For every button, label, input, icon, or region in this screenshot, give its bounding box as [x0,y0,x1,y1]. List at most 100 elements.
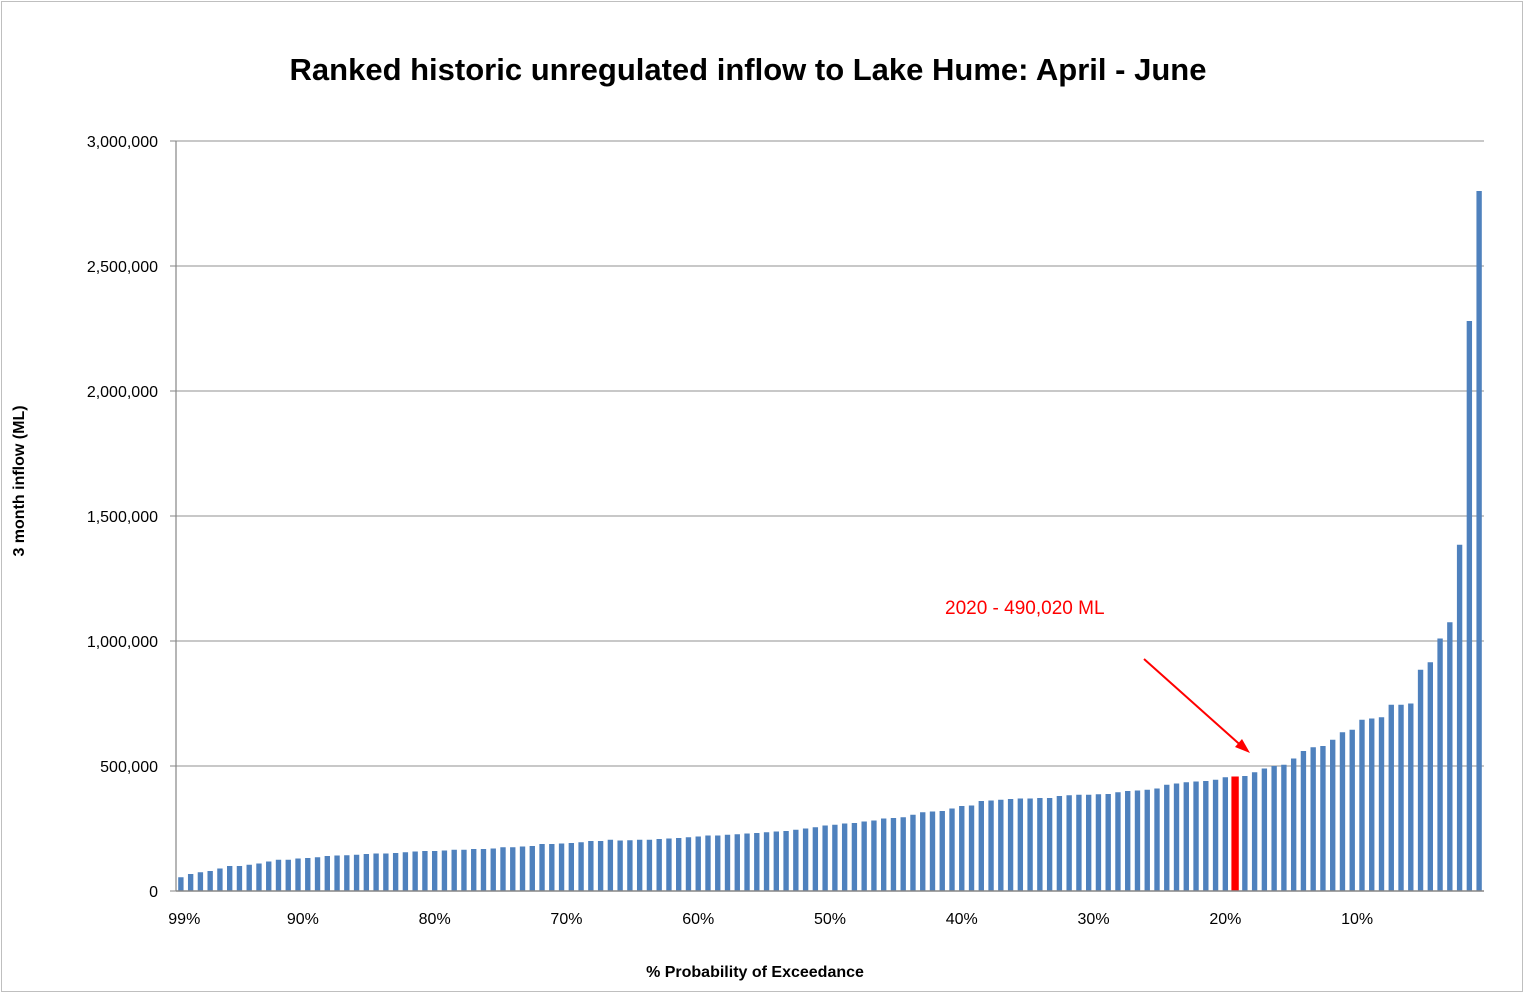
annotation: 2020 - 490,020 ML [945,598,1250,753]
bar [568,843,575,891]
bar [597,841,604,891]
highlight-bar-2020 [1231,776,1239,891]
bar [285,859,291,891]
bar [685,837,692,891]
bar [646,839,653,891]
bar [588,841,594,891]
bar [1300,751,1307,891]
bar [1261,768,1268,891]
bar [744,833,750,891]
bar [422,851,428,891]
bar [1427,662,1433,891]
bar [617,840,623,891]
bar [715,835,721,891]
bar [1105,794,1111,891]
y-tick-label: 3,000,000 [87,134,158,151]
bar [1066,795,1072,891]
bar [1339,732,1346,891]
bar [636,839,643,891]
bar [1369,718,1375,891]
bar [783,831,789,891]
bar [519,846,526,891]
x-tick-label: 50% [814,911,846,928]
bar [881,818,887,891]
y-tick-label: 1,000,000 [87,634,158,651]
bar [314,857,321,891]
bar [656,839,662,891]
bar [841,823,848,891]
bar [539,844,545,891]
bar [676,838,682,891]
bar [1242,776,1248,891]
annotation-arrowhead [1235,739,1250,753]
bar [363,854,370,891]
x-tick-label: 40% [946,911,978,928]
bar [412,851,418,891]
bar [500,847,506,891]
bar [861,821,867,891]
bar [324,856,330,891]
bar [920,812,926,891]
bar [1193,781,1199,891]
bar [1476,191,1482,891]
bar [510,847,516,891]
x-tick-label: 99% [168,911,200,928]
x-tick-label: 20% [1209,911,1241,928]
bar [1456,544,1463,891]
bar [578,842,584,891]
bar [1330,739,1336,891]
bar [392,853,399,891]
y-tick-label: 2,500,000 [87,259,158,276]
bar [529,846,535,891]
bar [871,820,877,891]
bar [441,850,448,891]
bar [1290,758,1297,891]
bar [1085,794,1092,891]
bar [334,855,340,891]
bar [1251,772,1258,891]
bar [978,801,984,891]
bar [832,824,838,891]
bar [1037,798,1043,891]
bar [959,806,965,891]
bar [266,861,272,891]
bar [549,844,555,891]
bar [695,836,701,891]
x-tick-label: 10% [1341,911,1373,928]
bar [1017,798,1024,891]
bar [666,838,672,891]
bar [627,840,633,891]
bar [1056,796,1063,891]
bar [256,863,262,891]
bar [1164,784,1170,891]
bar [305,858,311,891]
bar [461,849,467,891]
bar [227,866,233,891]
bar [1125,791,1131,891]
bar [1046,798,1053,891]
gridlines [170,140,1484,892]
bar [910,814,916,891]
annotation-arrow [1143,658,1247,751]
chart-title: Ranked historic unregulated inflow to La… [290,52,1207,87]
x-axis-label: % Probability of Exceedance [646,964,864,981]
bar [1388,704,1394,891]
x-tick-label: 70% [550,911,582,928]
x-tick-labels: 99% 90% 80% 70% 60% 50% 40% 30% 20% 10% [168,911,1373,928]
bar [1447,622,1453,891]
y-tick-labels: 0 500,000 1,000,000 1,500,000 2,000,000 2,500… [87,134,158,901]
bar [900,817,906,891]
bar [705,835,711,891]
bar [734,834,740,891]
bar [402,852,409,891]
bar [822,825,828,891]
bar [1095,794,1102,891]
bar [246,864,252,891]
bar [1183,782,1189,891]
bar [890,818,897,891]
bar [480,849,487,891]
bar [1359,719,1365,891]
axes [175,141,1484,892]
bar [1144,789,1150,891]
